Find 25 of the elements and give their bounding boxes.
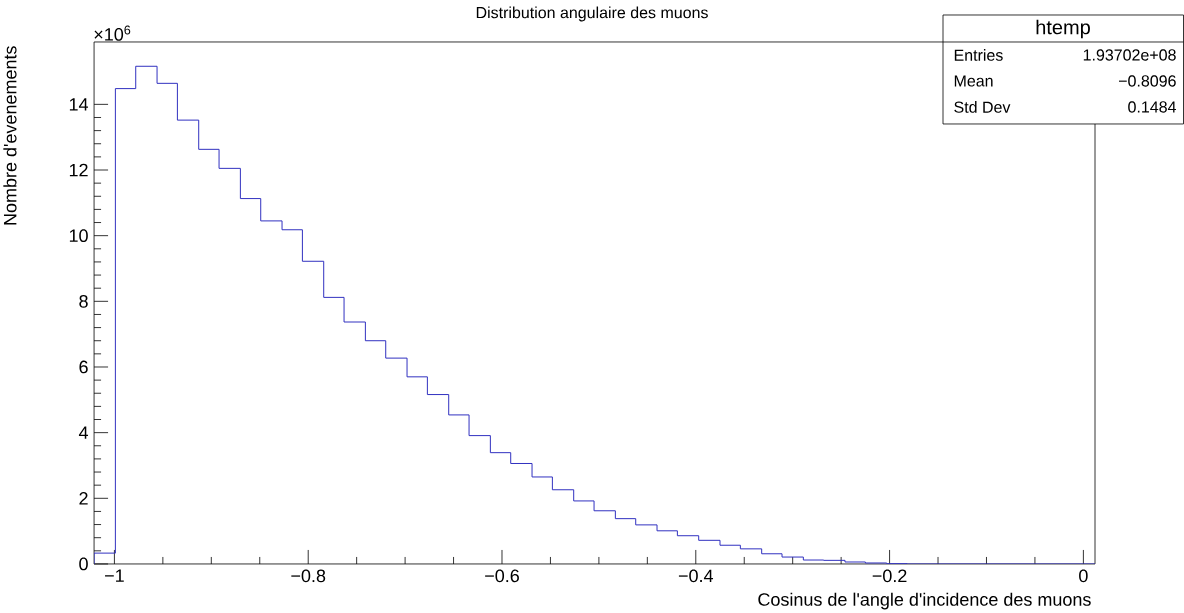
y-tick-label: 4 bbox=[78, 426, 89, 439]
y-tick-label: 0 bbox=[79, 557, 88, 571]
annotation: Mean bbox=[954, 75, 993, 87]
y-tick-label: 12 bbox=[69, 163, 88, 177]
x-tick-label: −0.4 bbox=[678, 569, 714, 583]
y-tick-label: 8 bbox=[79, 294, 88, 308]
text: 0.1484 bbox=[1128, 101, 1177, 113]
text: htemp bbox=[1036, 19, 1090, 39]
chart-title: Distribution angulaire des muons bbox=[476, 6, 708, 22]
annotation: 1.93702e+08 bbox=[1083, 49, 1176, 61]
annotation: Entries bbox=[954, 49, 1003, 61]
y-tick-label: 14 bbox=[69, 98, 89, 111]
x-axis-title: Cosinus de l'angle d'incidence des muons bbox=[758, 592, 1091, 610]
x-tick-label: 0 bbox=[1079, 569, 1088, 583]
x-tick-label: −0.6 bbox=[485, 569, 519, 583]
x-tick-label: −0.8 bbox=[291, 569, 326, 583]
x-tick-label: −0.2 bbox=[872, 569, 907, 583]
y-axis-title: Nombre d'evenements bbox=[3, 46, 17, 225]
x-tick-label: −1 bbox=[105, 569, 124, 582]
y-tick-label: 6 bbox=[79, 360, 88, 374]
y-tick-label: 10 bbox=[69, 229, 88, 243]
annotation: Std Dev bbox=[954, 101, 1011, 113]
y-tick-label: 2 bbox=[79, 492, 88, 505]
text: ×10$^{6}$ bbox=[94, 25, 131, 41]
text: −0.8096 bbox=[1119, 75, 1176, 87]
